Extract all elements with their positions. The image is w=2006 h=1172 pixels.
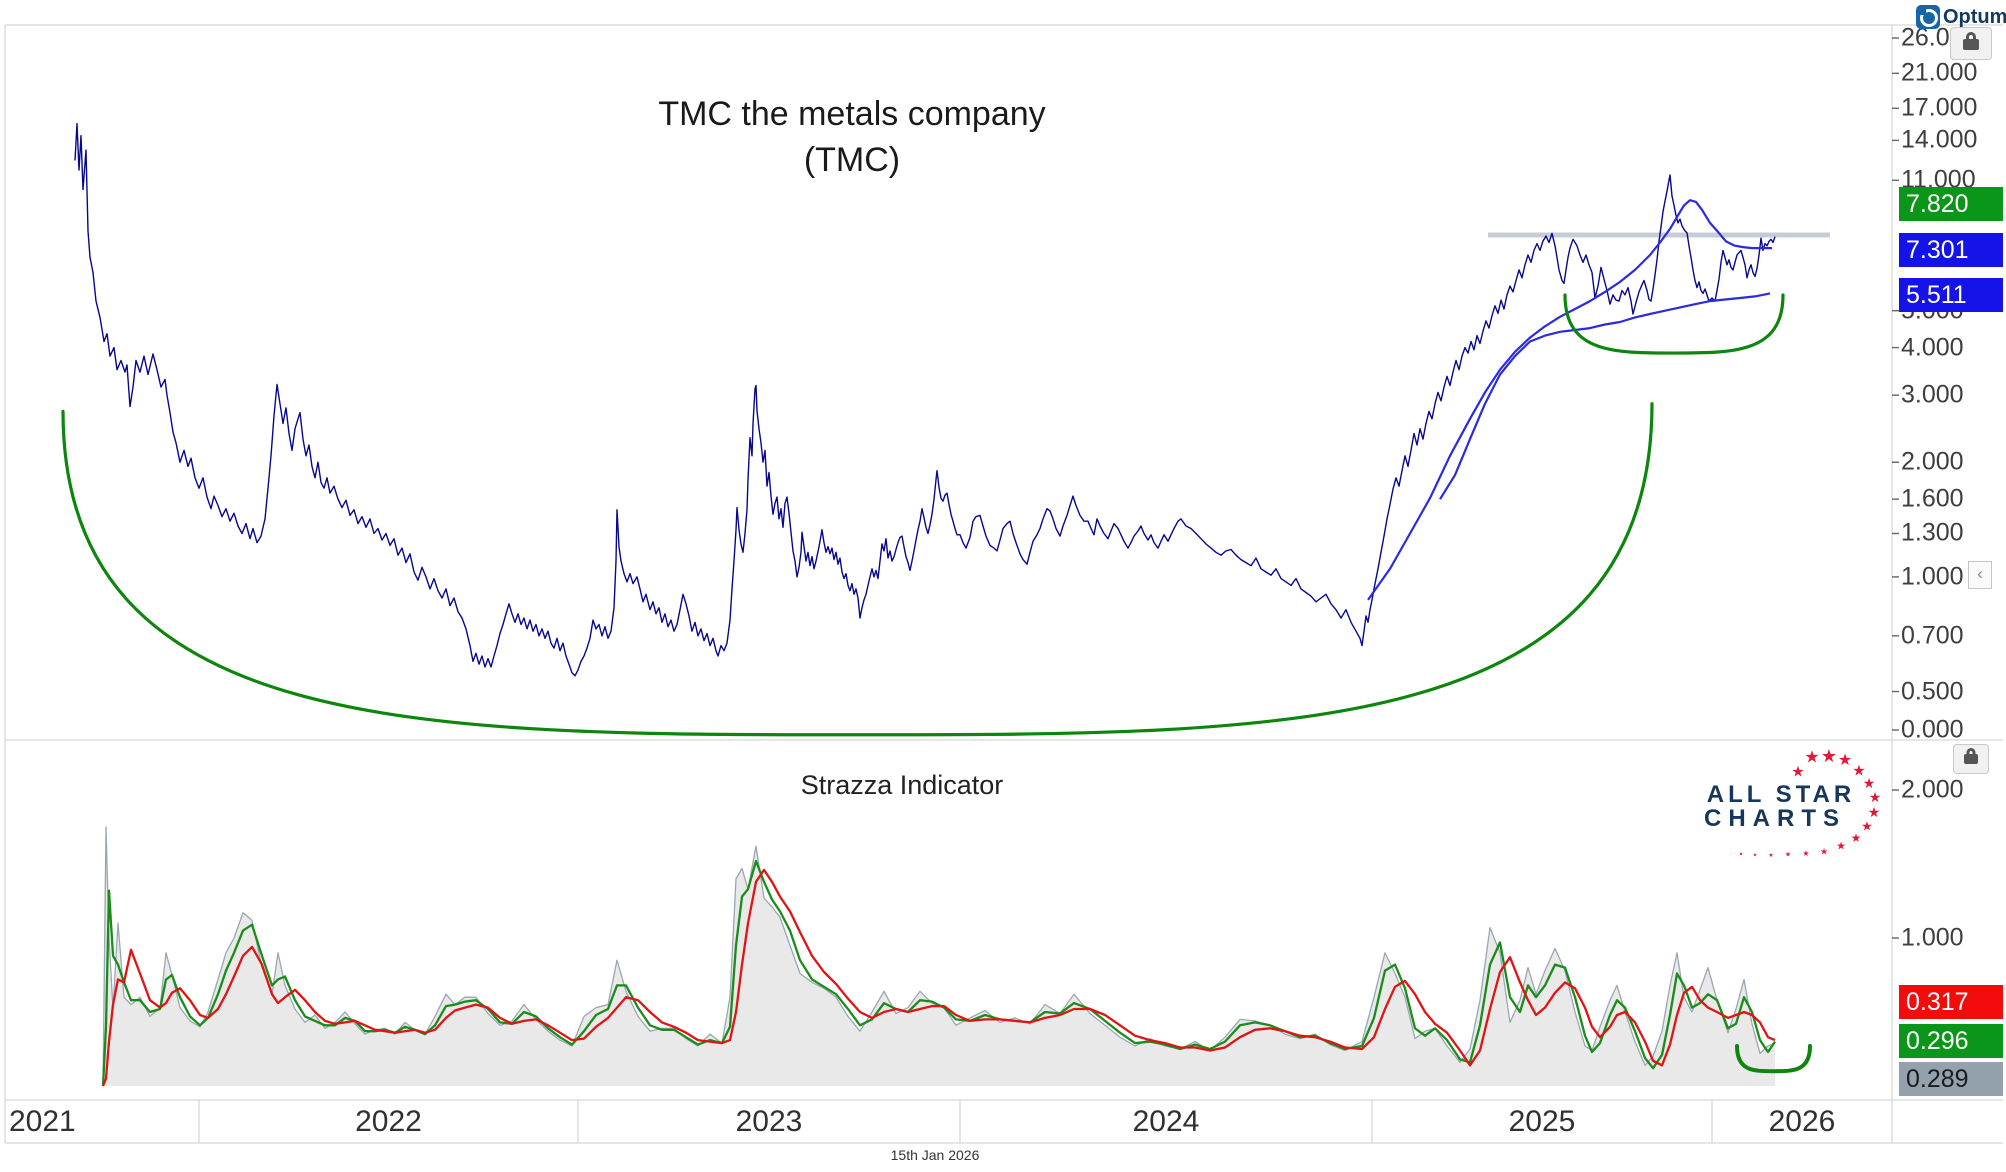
- indicator-smoothed-line: [101, 859, 1776, 1087]
- star-icon: ★: [1752, 852, 1758, 859]
- year-label-2021: 2021: [9, 1104, 76, 1138]
- chevron-left-icon[interactable]: ‹: [1968, 561, 1992, 589]
- y-axis-label: 14.000: [1901, 125, 1978, 154]
- y-axis-label: 0.000: [1901, 715, 1964, 744]
- price-value-tag: 7.301: [1899, 233, 2003, 267]
- star-icon: ★: [1784, 851, 1792, 859]
- star-icon: ★: [1768, 853, 1774, 859]
- star-icon: ★: [1802, 849, 1810, 858]
- y-axis-label: 21.000: [1901, 58, 1978, 87]
- star-icon: ★: [1738, 851, 1744, 858]
- year-label-2024: 2024: [1132, 1104, 1200, 1138]
- indicator-signal-line: [101, 868, 1776, 1087]
- star-icon: ★: [1836, 840, 1846, 853]
- star-icon: ★: [1819, 846, 1829, 857]
- year-label-2025: 2025: [1508, 1104, 1576, 1138]
- y-axis-label: 1.000: [1901, 562, 1964, 591]
- star-icon: ★: [1837, 752, 1853, 769]
- year-label-2023: 2023: [735, 1104, 803, 1138]
- optuma-logo-icon: [1916, 5, 1940, 29]
- lock-icon: [1966, 748, 1976, 755]
- footer-date-label: 15th Jan 2026: [890, 1147, 980, 1163]
- star-icon: ★: [1791, 763, 1805, 781]
- price-series: [74, 122, 1776, 677]
- slow-ma-line: [1439, 292, 1771, 500]
- optuma-logo: Optuma ®: [1916, 5, 2006, 29]
- y-axis-label: 17.000: [1901, 93, 1978, 122]
- price-pane-lock-button[interactable]: [1950, 27, 1992, 60]
- indicator-value-tag: 0.317: [1899, 985, 2003, 1019]
- price-value-tag: 7.820: [1899, 187, 2003, 221]
- star-icon: ★: [1868, 789, 1882, 805]
- indicator-arc-annotation: [1735, 1044, 1812, 1074]
- chart-title: TMC the metals company (TMC): [552, 92, 1152, 184]
- year-label-2022: 2022: [355, 1104, 422, 1138]
- star-icon: ★: [1820, 746, 1838, 766]
- indicator-value-tag: 0.296: [1899, 1024, 2003, 1058]
- y-axis-label: 0.500: [1901, 677, 1964, 706]
- indicator-area-fill: [103, 827, 1775, 1086]
- chart-title-line2: (TMC): [803, 141, 901, 179]
- big-cup-annotation: [61, 402, 1654, 737]
- star-icon: ★: [1852, 762, 1866, 780]
- indicator-value-tag: 0.289: [1899, 1062, 2003, 1096]
- optuma-logo-text: Optuma: [1943, 5, 2006, 28]
- y-axis-label: 3.000: [1901, 380, 1964, 409]
- chart-title-line1: TMC the metals company: [658, 95, 1046, 133]
- star-icon: ★: [1867, 804, 1881, 820]
- y-axis-label: 1.000: [1901, 923, 1964, 952]
- y-axis-label: 0.700: [1901, 621, 1964, 650]
- y-axis-label: 1.300: [1901, 518, 1964, 547]
- y-axis-label: 2.000: [1901, 775, 1964, 804]
- y-axis-label: 1.600: [1901, 484, 1964, 513]
- year-label-2026: 2026: [1768, 1104, 1836, 1138]
- lock-icon: [1966, 32, 1976, 40]
- watermark-all-star: ALL STAR: [1706, 781, 1856, 808]
- fast-ma-line: [1367, 199, 1772, 601]
- indicator-title: Strazza Indicator: [800, 770, 1004, 800]
- star-icon: ★: [1861, 818, 1873, 834]
- star-icon: ★: [1862, 775, 1876, 791]
- indicator-pane-lock-button[interactable]: [1953, 744, 1989, 774]
- y-axis-label: 4.000: [1901, 333, 1964, 362]
- watermark-charts: CHARTS: [1704, 805, 1846, 832]
- star-icon: ★: [1804, 747, 1820, 767]
- price-value-tag: 5.511: [1899, 278, 2003, 312]
- star-icon: ★: [1850, 831, 1862, 845]
- y-axis-label: 2.000: [1901, 447, 1964, 476]
- small-cup-annotation: [1563, 293, 1785, 355]
